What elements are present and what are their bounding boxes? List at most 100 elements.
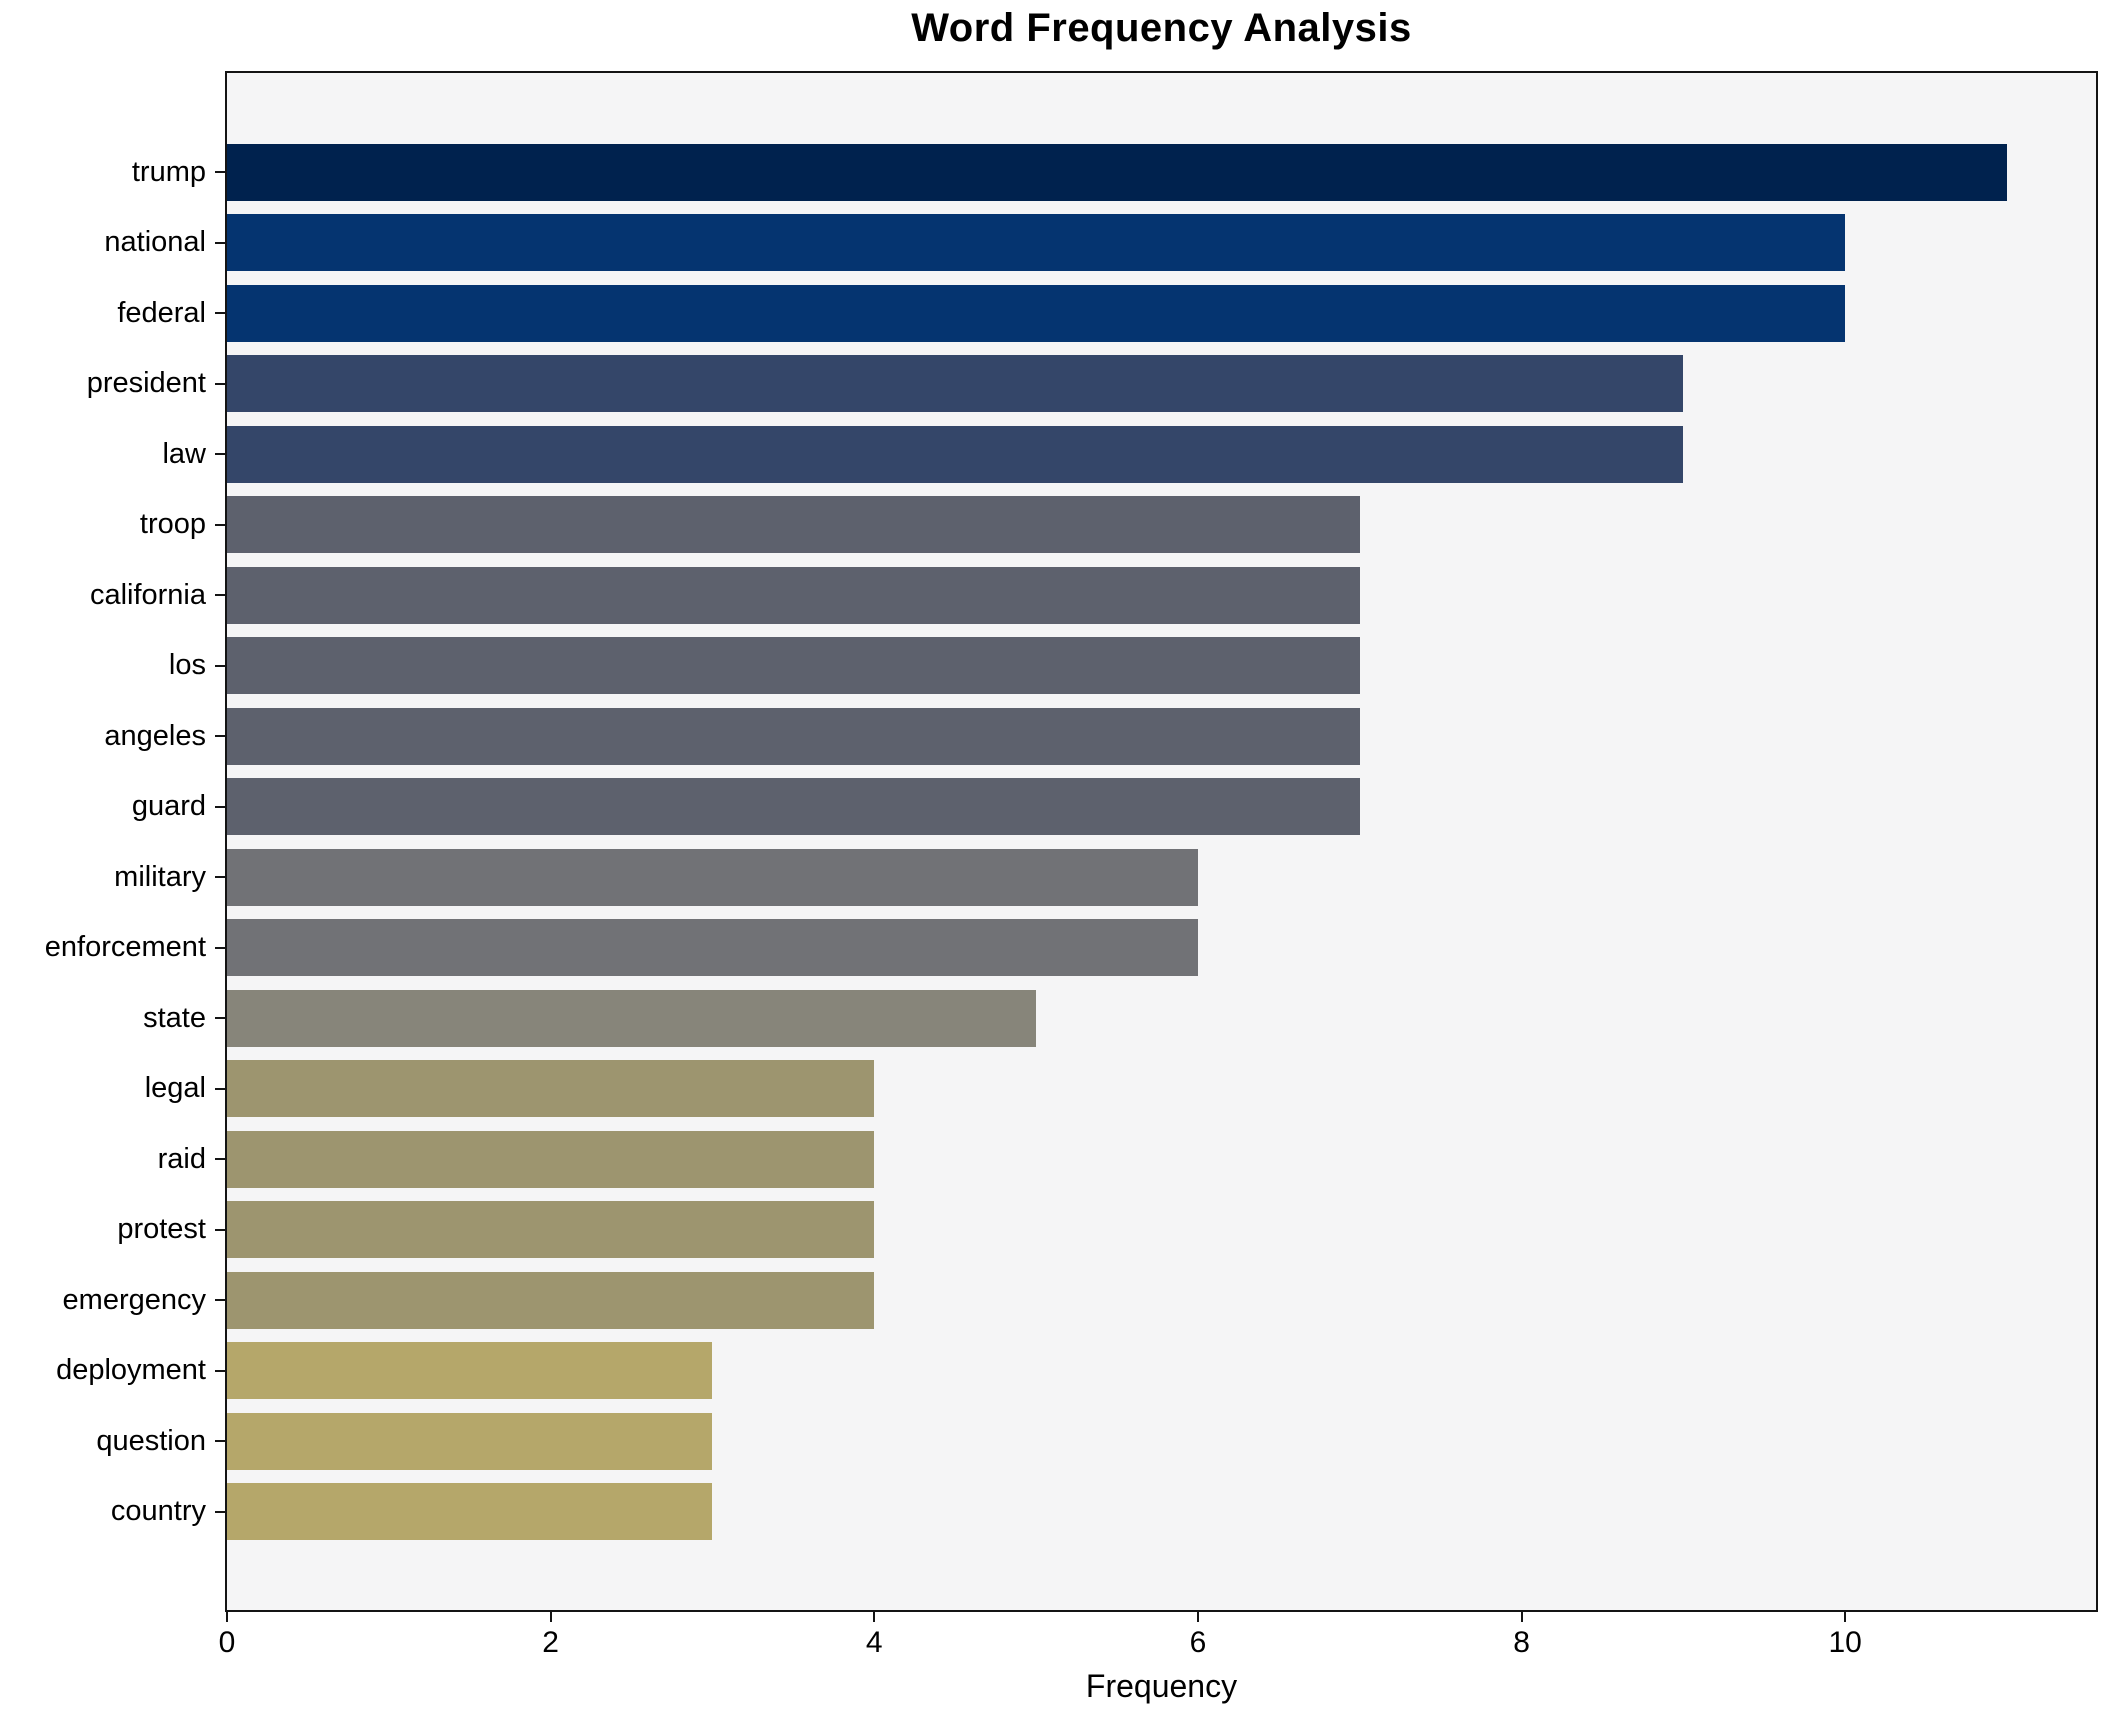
bar-country xyxy=(227,1483,713,1541)
y-tick-row-military: military xyxy=(0,842,225,913)
x-tick-mark-4 xyxy=(873,1612,876,1622)
bar-row-country xyxy=(227,1477,2096,1548)
y-tick-label-los: los xyxy=(168,649,206,682)
y-tick-mark xyxy=(215,1087,225,1090)
y-tick-mark xyxy=(215,1228,225,1231)
y-tick-row-california: california xyxy=(0,560,225,631)
y-tick-mark xyxy=(215,1440,225,1443)
y-tick-label-legal: legal xyxy=(144,1072,206,1105)
bar-row-enforcement xyxy=(227,913,2096,984)
y-tick-label-california: california xyxy=(89,578,206,611)
y-tick-mark xyxy=(215,382,225,385)
bar-emergency xyxy=(227,1271,875,1329)
chart-title: Word Frequency Analysis xyxy=(911,6,1412,50)
y-tick-label-deployment: deployment xyxy=(56,1354,206,1387)
bar-row-emergency xyxy=(227,1265,2096,1336)
y-tick-row-guard: guard xyxy=(0,772,225,843)
bar-row-angeles xyxy=(227,701,2096,772)
y-tick-label-guard: guard xyxy=(131,790,206,823)
y-tick-mark xyxy=(215,946,225,949)
y-tick-mark xyxy=(215,1017,225,1020)
bar-angeles xyxy=(227,707,1360,765)
bar-los xyxy=(227,637,1360,695)
y-tick-row-state: state xyxy=(0,983,225,1054)
y-tick-label-raid: raid xyxy=(157,1142,206,1175)
y-tick-mark xyxy=(215,594,225,597)
bar-row-trump xyxy=(227,137,2096,208)
x-tick-mark-6 xyxy=(1196,1612,1199,1622)
bar-federal xyxy=(227,284,1846,342)
bar-trump xyxy=(227,143,2007,201)
bar-national xyxy=(227,214,1846,272)
y-tick-row-deployment: deployment xyxy=(0,1336,225,1407)
y-tick-label-angeles: angeles xyxy=(104,719,206,752)
y-tick-row-question: question xyxy=(0,1406,225,1477)
y-tick-label-state: state xyxy=(143,1001,206,1034)
bar-row-guard xyxy=(227,772,2096,843)
y-tick-mark xyxy=(215,1510,225,1513)
y-tick-mark xyxy=(215,1369,225,1372)
y-tick-row-federal: federal xyxy=(0,278,225,349)
x-axis-label: Frequency xyxy=(1085,1668,1238,1704)
bar-state xyxy=(227,989,1037,1047)
x-tick-label-4: 4 xyxy=(865,1626,883,1659)
bars-container xyxy=(227,73,2096,1610)
y-tick-label-enforcement: enforcement xyxy=(44,931,206,964)
y-tick-mark xyxy=(215,735,225,738)
x-tick-label-8: 8 xyxy=(1513,1626,1530,1659)
y-tick-mark xyxy=(215,1158,225,1161)
y-tick-label-troop: troop xyxy=(139,508,206,541)
y-tick-label-emergency: emergency xyxy=(62,1283,206,1316)
y-tick-mark xyxy=(215,876,225,879)
y-tick-row-national: national xyxy=(0,208,225,279)
bar-row-los xyxy=(227,631,2096,702)
bar-troop xyxy=(227,496,1360,554)
y-tick-label-president: president xyxy=(86,367,206,400)
y-tick-mark xyxy=(215,805,225,808)
y-tick-row-legal: legal xyxy=(0,1054,225,1125)
y-tick-mark xyxy=(215,241,225,244)
bar-deployment xyxy=(227,1342,713,1400)
bar-row-troop xyxy=(227,490,2096,561)
x-tick-label-0: 0 xyxy=(218,1626,236,1659)
bar-row-raid xyxy=(227,1124,2096,1195)
y-tick-mark xyxy=(215,453,225,456)
y-tick-row-country: country xyxy=(0,1477,225,1548)
y-tick-label-country: country xyxy=(110,1495,206,1528)
bar-row-law xyxy=(227,419,2096,490)
y-tick-row-law: law xyxy=(0,419,225,490)
bar-row-protest xyxy=(227,1195,2096,1266)
bar-row-state xyxy=(227,983,2096,1054)
x-tick-label-6: 6 xyxy=(1189,1626,1207,1659)
y-tick-mark xyxy=(215,1299,225,1302)
y-tick-row-los: los xyxy=(0,631,225,702)
y-tick-row-emergency: emergency xyxy=(0,1265,225,1336)
y-tick-row-trump: trump xyxy=(0,137,225,208)
bar-guard xyxy=(227,778,1360,836)
bar-enforcement xyxy=(227,919,1198,977)
bar-question xyxy=(227,1412,713,1470)
y-tick-label-law: law xyxy=(162,437,206,470)
y-tick-row-protest: protest xyxy=(0,1195,225,1266)
bar-row-california xyxy=(227,560,2096,631)
y-tick-mark xyxy=(215,664,225,667)
bar-military xyxy=(227,848,1198,906)
x-tick-label-2: 2 xyxy=(542,1626,559,1659)
x-tick-label-10: 10 xyxy=(1828,1626,1862,1659)
bar-president xyxy=(227,355,1684,413)
y-tick-label-national: national xyxy=(104,226,206,259)
bar-law xyxy=(227,425,1684,483)
y-tick-row-angeles: angeles xyxy=(0,701,225,772)
y-tick-row-president: president xyxy=(0,349,225,420)
y-tick-mark xyxy=(215,171,225,174)
y-tick-row-troop: troop xyxy=(0,490,225,561)
bar-row-deployment xyxy=(227,1336,2096,1407)
bar-raid xyxy=(227,1130,875,1188)
y-tick-label-federal: federal xyxy=(117,296,206,329)
y-tick-label-trump: trump xyxy=(131,155,206,188)
bar-california xyxy=(227,566,1360,624)
bar-row-military xyxy=(227,842,2096,913)
x-tick-mark-8 xyxy=(1520,1612,1523,1622)
y-tick-label-military: military xyxy=(114,860,206,893)
